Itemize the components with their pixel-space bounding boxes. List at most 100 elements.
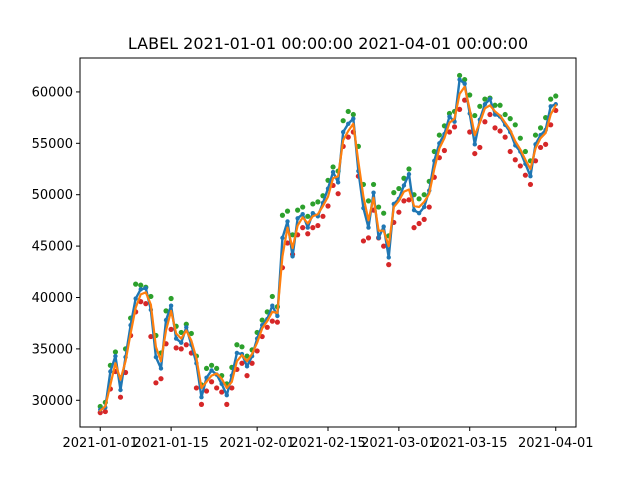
close-point xyxy=(179,340,184,345)
plot-area-frame xyxy=(79,57,577,428)
y-tick-label: 50000 xyxy=(32,188,73,203)
low-point xyxy=(203,388,210,394)
low-point xyxy=(168,326,174,332)
low-point xyxy=(411,225,417,231)
high-point xyxy=(315,199,321,205)
close-point xyxy=(224,392,229,398)
close-point xyxy=(457,77,462,82)
close-point xyxy=(411,207,417,213)
close-point xyxy=(143,286,148,291)
close-point xyxy=(335,180,341,185)
high-point xyxy=(492,102,498,108)
low-point xyxy=(320,213,326,219)
low-point xyxy=(441,147,448,154)
low-point xyxy=(416,220,422,227)
low-point xyxy=(537,144,544,151)
high-point xyxy=(340,118,346,124)
low-point xyxy=(310,225,316,231)
low-point xyxy=(451,124,458,130)
x-tick-label: 2021-03-01 xyxy=(361,436,437,451)
close-point xyxy=(472,142,477,147)
low-point xyxy=(507,148,513,155)
high-point xyxy=(548,96,554,102)
high-point xyxy=(462,76,468,83)
close-point xyxy=(138,287,143,292)
low-point xyxy=(487,111,493,118)
low-point xyxy=(548,122,554,128)
close-point xyxy=(462,81,467,86)
y-axis: 30000 35000 40000 45000 50000 55000 60000 xyxy=(32,85,80,409)
high-point xyxy=(214,365,220,372)
high-point xyxy=(456,72,463,79)
high-point xyxy=(188,330,194,337)
close-point xyxy=(133,296,138,301)
low-point xyxy=(219,389,225,395)
close-point xyxy=(285,219,290,224)
high-point xyxy=(396,185,402,192)
low-point xyxy=(396,209,402,215)
y-tick-label: 35000 xyxy=(32,342,73,357)
low-point xyxy=(244,373,250,379)
close-point xyxy=(118,387,123,393)
high-point xyxy=(133,281,139,287)
low-point xyxy=(325,203,331,209)
low-point xyxy=(472,150,478,157)
close-point xyxy=(351,116,356,121)
high-point xyxy=(522,148,528,155)
low-point xyxy=(249,360,255,366)
close-point xyxy=(482,102,488,107)
low-point xyxy=(264,324,270,330)
high-point xyxy=(365,198,372,204)
close-point xyxy=(305,225,310,230)
high-point xyxy=(305,213,311,219)
high-point xyxy=(178,329,184,336)
y-tick-label: 55000 xyxy=(32,137,73,152)
low-point xyxy=(158,376,164,382)
close-point xyxy=(108,369,113,374)
low-point xyxy=(482,119,488,125)
low-point xyxy=(148,333,154,340)
low-point xyxy=(153,380,159,386)
high-point xyxy=(310,201,316,207)
high-point xyxy=(381,210,387,216)
high-point xyxy=(148,293,154,300)
close-point xyxy=(209,368,214,373)
low-point xyxy=(284,240,291,246)
close-point xyxy=(153,354,159,360)
high-point xyxy=(168,295,174,302)
high-point xyxy=(370,181,377,188)
close-point xyxy=(270,303,275,308)
close-point xyxy=(173,336,179,341)
low-point xyxy=(208,379,215,385)
high-point xyxy=(517,135,523,141)
high-point xyxy=(406,166,412,172)
close-point xyxy=(163,317,169,323)
close-point xyxy=(300,212,305,217)
low-point xyxy=(406,197,412,203)
series-layer xyxy=(97,72,559,416)
low-point xyxy=(497,128,503,134)
close-point xyxy=(184,325,189,330)
x-tick-label: 2021-01-15 xyxy=(133,436,209,451)
low-point xyxy=(502,134,508,140)
close-point xyxy=(487,96,493,102)
low-point xyxy=(229,385,235,391)
low-point xyxy=(198,401,205,407)
close-point xyxy=(199,394,204,400)
low-point xyxy=(446,129,453,135)
close-point xyxy=(244,364,250,369)
close-point xyxy=(381,224,386,229)
low-point xyxy=(97,410,103,416)
high-point xyxy=(239,344,245,350)
high-point xyxy=(279,212,286,218)
x-tick-label: 2021-03-15 xyxy=(432,436,508,451)
low-point xyxy=(254,348,260,354)
close-point xyxy=(366,225,371,230)
low-point xyxy=(462,97,468,103)
high-point xyxy=(512,122,518,128)
close-point xyxy=(295,216,300,221)
close-point xyxy=(290,254,295,259)
high-point xyxy=(421,192,427,198)
low-point xyxy=(143,301,149,307)
